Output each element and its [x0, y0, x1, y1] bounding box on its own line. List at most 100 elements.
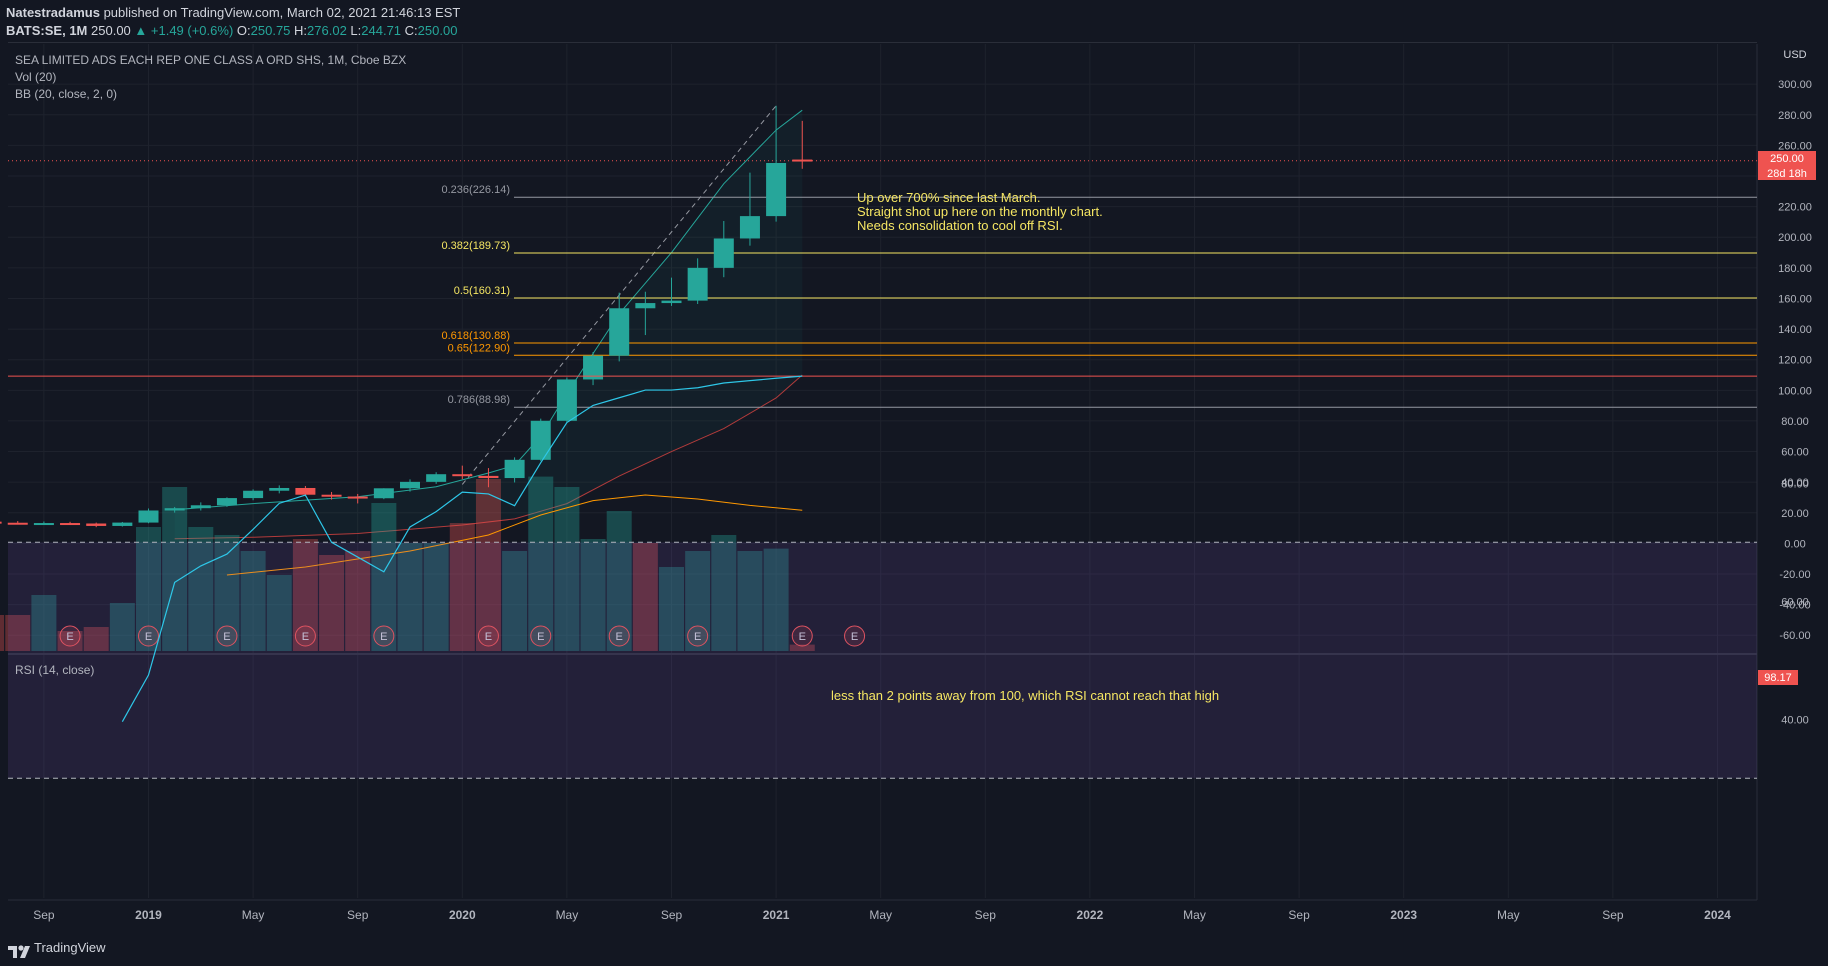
candle-body	[792, 159, 813, 162]
chart-top-border	[8, 42, 1757, 43]
candle-body	[216, 498, 237, 506]
fib-level-label: 0.786(88.98)	[448, 394, 510, 406]
legend-volume[interactable]: Vol (20)	[15, 70, 56, 84]
earnings-label: E	[537, 631, 544, 643]
rsi-tick-label: 40.00	[1781, 714, 1809, 726]
time-tick-label: 2024	[1704, 908, 1731, 922]
open-value: 250.75	[250, 23, 291, 38]
time-tick-label: May	[1183, 908, 1206, 922]
chart-canvas[interactable]: 0.236(226.14) 0.382(189.73) 0.5(160.31) 0.6…	[0, 0, 1828, 934]
price-tick-label: 140.00	[1778, 324, 1812, 336]
candle-body	[478, 475, 499, 479]
pane-frames	[8, 42, 1758, 901]
low-value: 244.71	[361, 23, 402, 38]
footer	[0, 934, 1828, 966]
time-tick-label: 2020	[449, 908, 476, 922]
price-tick-label: 100.00	[1778, 385, 1812, 397]
quote-line: BATS:SE, 1M 250.00 ▲ +1.49 (+0.6%) O:250…	[6, 23, 457, 38]
top-bar: Natestradamus published on TradingView.c…	[0, 0, 1828, 42]
earnings-markers: EEEEEEEEEEE	[59, 625, 866, 647]
volume-bar	[632, 543, 658, 651]
volume-bar	[449, 523, 475, 651]
candle-body	[190, 505, 211, 509]
rsi-badge-bg	[1758, 670, 1798, 685]
candle-body	[138, 510, 159, 523]
volume-bar	[188, 527, 214, 651]
earnings-marker	[216, 625, 238, 647]
volume-bar	[659, 567, 684, 651]
candle-body	[295, 487, 316, 495]
fib-level-label: 0.618(130.88)	[442, 330, 511, 342]
price-tick-label: 200.00	[1778, 232, 1812, 244]
fib-retracement[interactable]: 0.236(226.14) 0.382(189.73) 0.5(160.31) 0.6…	[8, 105, 1757, 485]
candle-body	[609, 308, 630, 356]
published-text: published on TradingView.com, March 02, …	[103, 5, 461, 20]
price-tick-label: 20.00	[1781, 508, 1809, 520]
quote-change: ▲ +1.49 (+0.6%)	[134, 23, 234, 38]
low-label: L:	[350, 23, 362, 38]
time-tick-label: Sep	[975, 908, 997, 922]
fib-level-label: 0.236(226.14)	[442, 184, 511, 196]
volume-bar	[83, 627, 109, 651]
time-tick-label: Sep	[1602, 908, 1624, 922]
earnings-label: E	[302, 631, 309, 643]
candle-body	[661, 300, 682, 304]
price-tick-label: 300.00	[1778, 79, 1812, 91]
time-tick-label: Sep	[33, 908, 55, 922]
grid-lines	[8, 44, 1757, 898]
candle-body	[7, 522, 28, 525]
author-name[interactable]: Natestradamus	[6, 5, 100, 20]
volume-bar	[789, 644, 815, 651]
annotation-line-2[interactable]: Straight shot up here on the monthly cha…	[857, 204, 1103, 219]
volume-ma	[226, 494, 803, 576]
candle-body	[556, 379, 577, 421]
volume-bar	[502, 551, 528, 651]
volume-bar	[31, 595, 57, 651]
legend-bollinger[interactable]: BB (20, close, 2, 0)	[15, 87, 117, 101]
legend-rsi[interactable]: RSI (14, close)	[15, 663, 94, 677]
price-tick-label: -20.00	[1779, 569, 1810, 581]
volume-bar	[580, 539, 606, 651]
annotation-line-1[interactable]: Up over 700% since last March.	[857, 190, 1041, 205]
candle-body	[635, 303, 656, 309]
quote-last: 250.00	[91, 23, 131, 38]
earnings-marker	[608, 625, 630, 647]
volume-bar	[528, 476, 554, 651]
volume-bar	[5, 615, 31, 651]
volume-bar	[109, 603, 135, 651]
price-tick-label: 0.00	[1784, 538, 1805, 550]
volume-bar	[423, 543, 449, 651]
close-value: 250.00	[417, 23, 458, 38]
time-tick-label: Sep	[347, 908, 369, 922]
price-badges: 250.00 28d 18h 98.17	[1758, 151, 1816, 685]
candle-body	[713, 238, 734, 268]
earnings-label: E	[66, 631, 73, 643]
high-value: 276.02	[307, 23, 347, 38]
time-tick-label: Sep	[1288, 908, 1310, 922]
rsi-annotation[interactable]: less than 2 points away from 100, which …	[831, 688, 1219, 703]
time-tick-label: 2019	[135, 908, 162, 922]
volume-bar	[240, 551, 266, 651]
tradingview-logo-icon[interactable]	[6, 942, 32, 962]
time-tick-label: Sep	[661, 908, 683, 922]
volume-bar	[685, 551, 711, 651]
candle-body	[452, 474, 473, 477]
fib-level-label: 0.382(189.73)	[442, 240, 511, 252]
volume-bar	[475, 479, 501, 651]
rsi-pane	[8, 375, 1757, 779]
bollinger-lower	[174, 374, 803, 540]
price-tick-label: 60.00	[1781, 447, 1809, 459]
annotation-line-3[interactable]: Needs consolidation to cool off RSI.	[857, 218, 1063, 233]
volume-bar	[266, 575, 292, 651]
earnings-label: E	[145, 631, 152, 643]
time-tick-label: 2022	[1077, 908, 1104, 922]
earnings-label: E	[223, 631, 230, 643]
earnings-marker	[138, 625, 159, 647]
earnings-marker	[373, 625, 395, 647]
time-tick-label: 2021	[763, 908, 790, 922]
currency-label[interactable]: USD	[1783, 49, 1806, 61]
tradingview-brand[interactable]: TradingView	[34, 940, 106, 955]
candle-body	[347, 496, 368, 499]
candle-body	[583, 355, 604, 380]
price-tick-label: 160.00	[1778, 293, 1812, 305]
